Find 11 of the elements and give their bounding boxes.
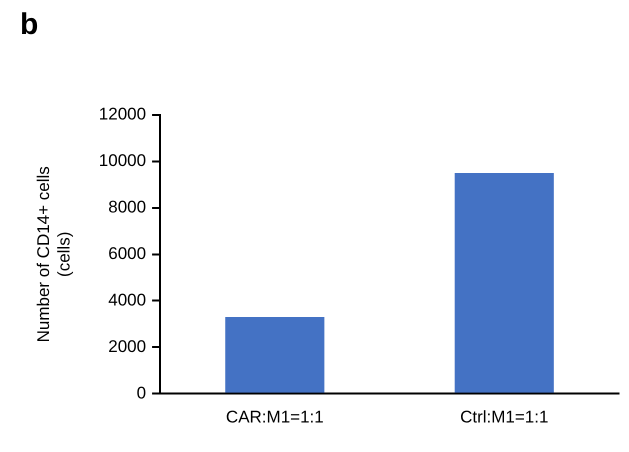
- y-tick-label: 12000: [98, 104, 146, 124]
- y-tick-label: 10000: [98, 151, 146, 170]
- y-axis-title: Number of CD14+ cells (cells): [34, 166, 74, 342]
- y-tick-label: 0: [136, 383, 146, 402]
- y-tick-label: 6000: [108, 244, 146, 263]
- y-tick-label: 8000: [108, 198, 146, 217]
- chart-title: b: [20, 8, 38, 42]
- y-tick-label: 2000: [108, 336, 146, 356]
- x-tick-label: Ctrl:M1=1:1: [460, 407, 548, 426]
- y-tick-label: 4000: [108, 290, 146, 310]
- x-tick-label: CAR:M1=1:1: [226, 407, 324, 426]
